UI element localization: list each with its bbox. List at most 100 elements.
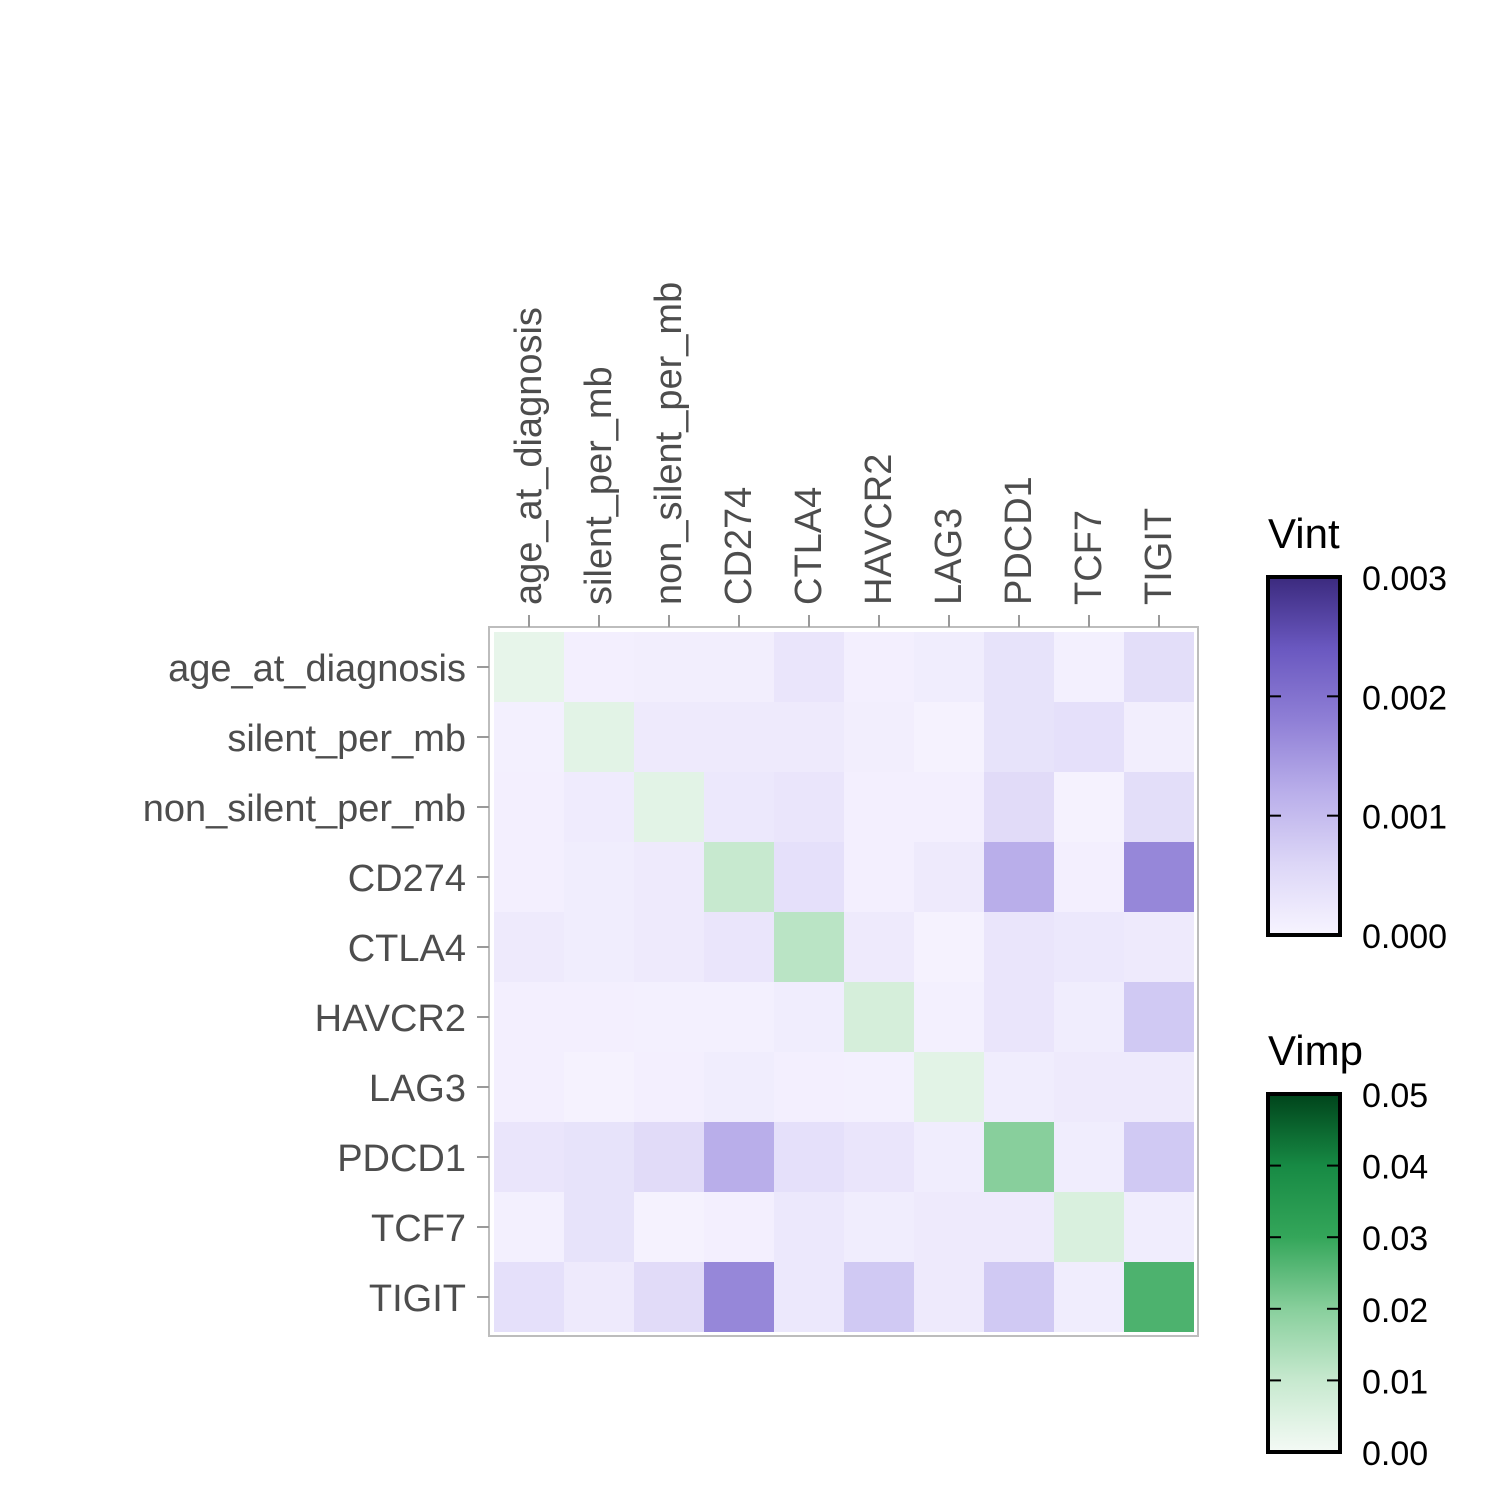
legend-tick-label: 0.001 xyxy=(1362,799,1447,837)
heatmap-cell xyxy=(844,842,914,912)
heatmap-cell xyxy=(564,912,634,982)
heatmap-cell xyxy=(494,1192,564,1262)
plot-panel-border xyxy=(488,626,1199,1337)
y-axis: age_at_diagnosis silent_per_mb non_silent_… xyxy=(143,648,489,1320)
heatmap-cell xyxy=(914,1192,984,1262)
x-tick-label: CTLA4 xyxy=(788,487,830,605)
heatmap-cell xyxy=(844,982,914,1052)
heatmap-cell xyxy=(634,702,704,772)
heatmap-cell xyxy=(564,842,634,912)
heatmap-cell xyxy=(494,982,564,1052)
heatmap-cell xyxy=(914,982,984,1052)
heatmap-cell xyxy=(984,842,1054,912)
heatmap-cell xyxy=(704,912,774,982)
heatmap-cell xyxy=(774,632,844,702)
heatmap-cell xyxy=(494,842,564,912)
heatmap-cell xyxy=(564,702,634,772)
heatmap-cell xyxy=(1054,842,1124,912)
heatmap-cell xyxy=(634,982,704,1052)
y-tick-label: TIGIT xyxy=(369,1278,466,1320)
legend-tick-label: 0.02 xyxy=(1362,1292,1428,1330)
heatmap-cell xyxy=(914,772,984,842)
legend-tick-label: 0.00 xyxy=(1362,1435,1428,1473)
x-tick-label: PDCD1 xyxy=(998,476,1040,605)
heatmap-cell xyxy=(1124,702,1194,772)
heatmap-cell xyxy=(564,1122,634,1192)
heatmap-cell xyxy=(494,1262,564,1332)
heatmap-cell xyxy=(494,632,564,702)
y-tick-label: HAVCR2 xyxy=(315,998,466,1040)
heatmap-cell xyxy=(494,1052,564,1122)
heatmap-cell xyxy=(1054,912,1124,982)
y-tick-label: non_silent_per_mb xyxy=(143,788,466,830)
heatmap-cell xyxy=(1124,1052,1194,1122)
heatmap-cell xyxy=(704,1122,774,1192)
heatmap-cell xyxy=(494,772,564,842)
heatmap-cell xyxy=(1124,632,1194,702)
heatmap-cell xyxy=(634,1192,704,1262)
x-axis: age_at_diagnosis silent_per_mb non_silent_… xyxy=(508,282,1180,627)
legend-colorbar xyxy=(1268,577,1340,935)
heatmap-cell xyxy=(1054,1052,1124,1122)
legend-tick-label: 0.04 xyxy=(1362,1149,1428,1187)
vimp-legend: Vimp 0.00 0.01 0.02 0.03 0.04 0.05 xyxy=(1266,1027,1428,1473)
heatmap-cell xyxy=(1124,842,1194,912)
x-tick-label: age_at_diagnosis xyxy=(508,307,550,605)
heatmap-cell xyxy=(634,1052,704,1122)
heatmap-cell xyxy=(984,1052,1054,1122)
legend-tick-label: 0.003 xyxy=(1362,560,1447,598)
heatmap-cell xyxy=(914,912,984,982)
heatmap-cell xyxy=(564,1052,634,1122)
heatmap-cell xyxy=(914,702,984,772)
heatmap-cell xyxy=(984,702,1054,772)
heatmap-cell xyxy=(844,1262,914,1332)
heatmap-cell xyxy=(1054,1192,1124,1262)
heatmap-cell xyxy=(1054,1122,1124,1192)
heatmap-cell xyxy=(704,632,774,702)
x-tick-label: TIGIT xyxy=(1138,508,1180,605)
legend-tick-label: 0.002 xyxy=(1362,679,1447,717)
heatmap-cell xyxy=(774,842,844,912)
heatmap-cell xyxy=(774,912,844,982)
heatmap-cells xyxy=(494,632,1194,1332)
heatmap-cell xyxy=(494,702,564,772)
heatmap-cell xyxy=(564,982,634,1052)
heatmap-cell xyxy=(634,842,704,912)
heatmap-cell xyxy=(1054,632,1124,702)
heatmap-cell xyxy=(704,1262,774,1332)
heatmap-cell xyxy=(844,1192,914,1262)
heatmap-cell xyxy=(844,632,914,702)
legend-colorbar xyxy=(1268,1094,1340,1452)
legend-tick-label: 0.01 xyxy=(1362,1363,1428,1401)
legend-title: Vimp xyxy=(1268,1027,1363,1074)
y-tick-label: LAG3 xyxy=(369,1068,466,1110)
legend-tick-label: 0.000 xyxy=(1362,918,1447,956)
heatmap-cell xyxy=(564,1262,634,1332)
heatmap-cell xyxy=(1124,982,1194,1052)
heatmap-cell xyxy=(1054,702,1124,772)
heatmap-cell xyxy=(494,912,564,982)
heatmap-cell xyxy=(634,912,704,982)
heatmap-cell xyxy=(984,1262,1054,1332)
heatmap-cell xyxy=(1054,772,1124,842)
heatmap-cell xyxy=(914,1262,984,1332)
heatmap-cell xyxy=(774,1192,844,1262)
heatmap-cell xyxy=(844,1052,914,1122)
heatmap-cell xyxy=(914,842,984,912)
heatmap-cell xyxy=(984,772,1054,842)
heatmap-cell xyxy=(984,1122,1054,1192)
heatmap-cell xyxy=(704,1192,774,1262)
heatmap-cell xyxy=(494,1122,564,1192)
heatmap-cell xyxy=(844,702,914,772)
heatmap-cell xyxy=(704,982,774,1052)
heatmap-cell xyxy=(774,702,844,772)
heatmap-cell xyxy=(774,1052,844,1122)
legend-title: Vint xyxy=(1268,510,1340,557)
legend-tick-label: 0.05 xyxy=(1362,1077,1428,1115)
heatmap-cell xyxy=(704,702,774,772)
y-tick-label: CD274 xyxy=(348,858,466,900)
heatmap-cell xyxy=(1054,982,1124,1052)
heatmap-cell xyxy=(634,1122,704,1192)
heatmap-cell xyxy=(984,912,1054,982)
heatmap-cell xyxy=(1124,1262,1194,1332)
